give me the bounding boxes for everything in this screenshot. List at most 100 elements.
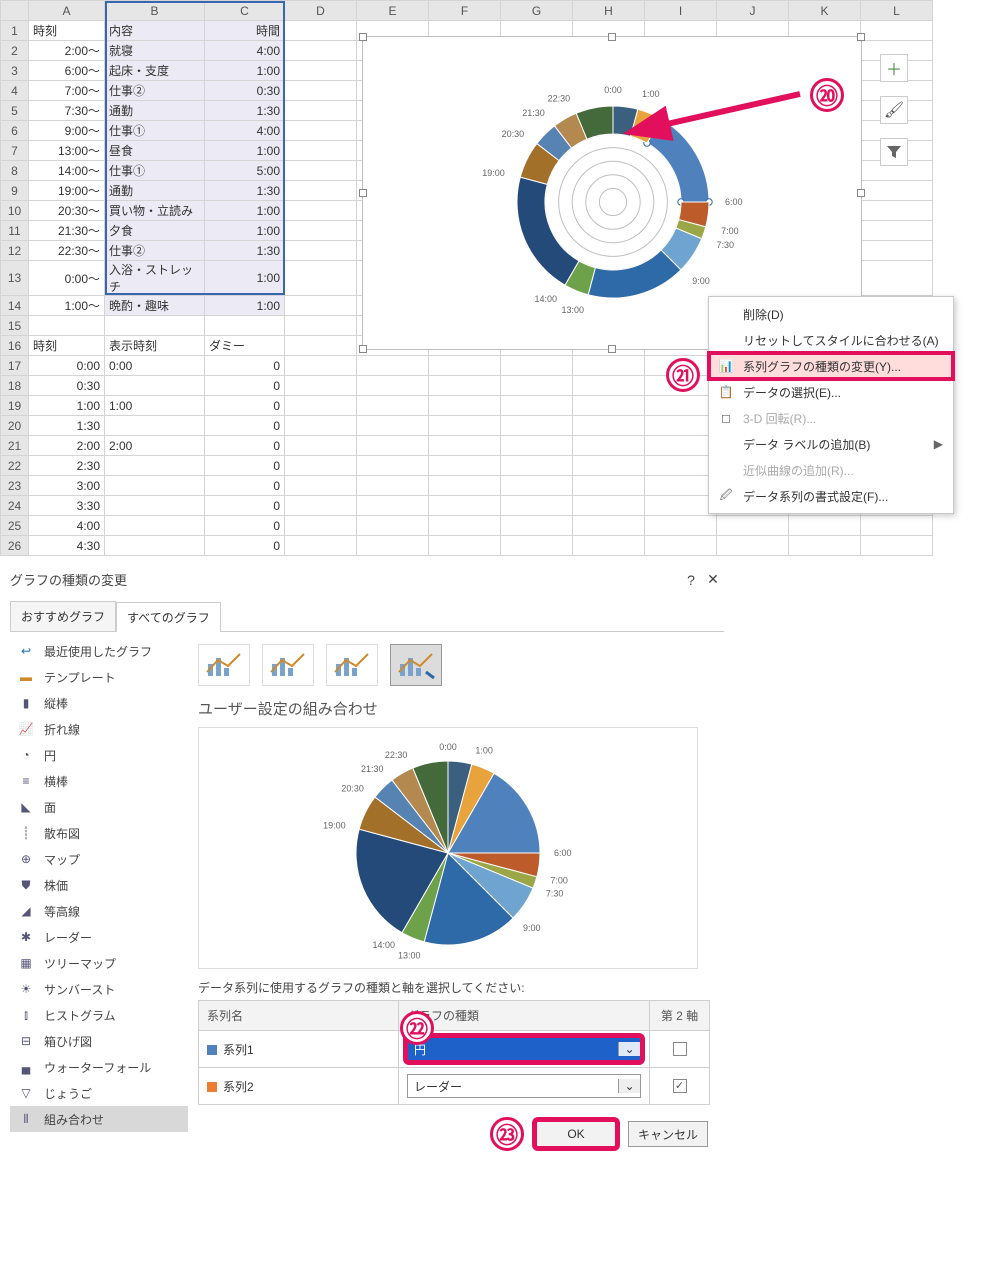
cell-G19[interactable] bbox=[501, 396, 573, 416]
cell-I21[interactable] bbox=[645, 436, 717, 456]
cell-B4[interactable]: 仕事② bbox=[105, 81, 205, 101]
chart-cat-最近使用したグラフ[interactable]: ↩最近使用したグラフ bbox=[10, 638, 188, 664]
ctx-デタラベルの追加B[interactable]: データ ラベルの追加(B)▶ bbox=[709, 431, 953, 457]
cell-C8[interactable]: 5:00 bbox=[205, 161, 285, 181]
cell-C21[interactable]: 0 bbox=[205, 436, 285, 456]
cell-E24[interactable] bbox=[357, 496, 429, 516]
cell-B3[interactable]: 起床・支度 bbox=[105, 61, 205, 81]
row-header[interactable]: 25 bbox=[1, 516, 29, 536]
cell-A20[interactable]: 1:30 bbox=[29, 416, 105, 436]
cell-L9[interactable] bbox=[861, 181, 933, 201]
cell-C1[interactable]: 時間 bbox=[205, 21, 285, 41]
chart-cat-ヒストグラム[interactable]: ⫾ヒストグラム bbox=[10, 1002, 188, 1028]
cell-L10[interactable] bbox=[861, 201, 933, 221]
col-header-I[interactable]: I bbox=[645, 1, 717, 21]
cell-B17[interactable]: 0:00 bbox=[105, 356, 205, 376]
cell-H25[interactable] bbox=[573, 516, 645, 536]
chart-subtype-1[interactable] bbox=[262, 644, 314, 686]
col-header-C[interactable]: C bbox=[205, 1, 285, 21]
row-header[interactable]: 14 bbox=[1, 296, 29, 316]
cell-D3[interactable] bbox=[285, 61, 357, 81]
cell-J26[interactable] bbox=[717, 536, 789, 556]
cell-C24[interactable]: 0 bbox=[205, 496, 285, 516]
cell-C14[interactable]: 1:00 bbox=[205, 296, 285, 316]
cell-A11[interactable]: 21:30～ bbox=[29, 221, 105, 241]
row-header[interactable]: 10 bbox=[1, 201, 29, 221]
cell-A15[interactable] bbox=[29, 316, 105, 336]
chart-add-button[interactable]: ＋ bbox=[880, 54, 908, 82]
cell-F17[interactable] bbox=[429, 356, 501, 376]
cell-B22[interactable] bbox=[105, 456, 205, 476]
cell-A5[interactable]: 7:30～ bbox=[29, 101, 105, 121]
cell-I25[interactable] bbox=[645, 516, 717, 536]
cell-L13[interactable] bbox=[861, 261, 933, 296]
cell-A9[interactable]: 19:00～ bbox=[29, 181, 105, 201]
cell-A18[interactable]: 0:30 bbox=[29, 376, 105, 396]
row-header[interactable]: 15 bbox=[1, 316, 29, 336]
cell-A8[interactable]: 14:00～ bbox=[29, 161, 105, 181]
series-axis2-1[interactable] bbox=[650, 1068, 710, 1105]
cell-D17[interactable] bbox=[285, 356, 357, 376]
cell-G25[interactable] bbox=[501, 516, 573, 536]
cell-D16[interactable] bbox=[285, 336, 357, 356]
chart-cat-箱ひげ図[interactable]: ⊟箱ひげ図 bbox=[10, 1028, 188, 1054]
cell-H23[interactable] bbox=[573, 476, 645, 496]
col-header-F[interactable]: F bbox=[429, 1, 501, 21]
cell-I22[interactable] bbox=[645, 456, 717, 476]
cell-B25[interactable] bbox=[105, 516, 205, 536]
cell-B24[interactable] bbox=[105, 496, 205, 516]
cell-C23[interactable]: 0 bbox=[205, 476, 285, 496]
col-header-B[interactable]: B bbox=[105, 1, 205, 21]
col-header-E[interactable]: E bbox=[357, 1, 429, 21]
cell-A10[interactable]: 20:30～ bbox=[29, 201, 105, 221]
cell-B12[interactable]: 仕事② bbox=[105, 241, 205, 261]
chart-cat-テンプレート[interactable]: ▬テンプレート bbox=[10, 664, 188, 690]
cell-A16[interactable]: 時刻 bbox=[29, 336, 105, 356]
chart-cat-株価[interactable]: ⛊株価 bbox=[10, 872, 188, 898]
chart-cat-円[interactable]: ◔円 bbox=[10, 742, 188, 768]
ctx-デタの選択E[interactable]: 📋データの選択(E)... bbox=[709, 379, 953, 405]
cell-D18[interactable] bbox=[285, 376, 357, 396]
col-header-L[interactable]: L bbox=[861, 1, 933, 21]
cell-C10[interactable]: 1:00 bbox=[205, 201, 285, 221]
ok-button[interactable]: OK bbox=[536, 1121, 616, 1147]
cell-F26[interactable] bbox=[429, 536, 501, 556]
cell-A24[interactable]: 3:30 bbox=[29, 496, 105, 516]
cell-A3[interactable]: 6:00～ bbox=[29, 61, 105, 81]
cell-H19[interactable] bbox=[573, 396, 645, 416]
cell-B2[interactable]: 就寝 bbox=[105, 41, 205, 61]
chart-cat-散布図[interactable]: ┊散布図 bbox=[10, 820, 188, 846]
series-type-combo-0[interactable]: 円⌄ bbox=[399, 1031, 650, 1068]
row-header[interactable]: 9 bbox=[1, 181, 29, 201]
row-header[interactable]: 19 bbox=[1, 396, 29, 416]
cell-D9[interactable] bbox=[285, 181, 357, 201]
row-header[interactable]: 3 bbox=[1, 61, 29, 81]
chart-cat-ウォーターフォール[interactable]: ▄ウォーターフォール bbox=[10, 1054, 188, 1080]
cell-A25[interactable]: 4:00 bbox=[29, 516, 105, 536]
cell-D11[interactable] bbox=[285, 221, 357, 241]
cell-E20[interactable] bbox=[357, 416, 429, 436]
ctx-系列グラフの種類の変[interactable]: 📊系列グラフの種類の変更(Y)... bbox=[709, 353, 953, 379]
cell-C20[interactable]: 0 bbox=[205, 416, 285, 436]
row-header[interactable]: 26 bbox=[1, 536, 29, 556]
row-header[interactable]: 1 bbox=[1, 21, 29, 41]
cell-D19[interactable] bbox=[285, 396, 357, 416]
cell-D12[interactable] bbox=[285, 241, 357, 261]
cell-I20[interactable] bbox=[645, 416, 717, 436]
chart-cat-折れ線[interactable]: 📈折れ線 bbox=[10, 716, 188, 742]
cell-B7[interactable]: 昼食 bbox=[105, 141, 205, 161]
cell-E21[interactable] bbox=[357, 436, 429, 456]
chart-cat-ツリーマップ[interactable]: ▦ツリーマップ bbox=[10, 950, 188, 976]
cell-D26[interactable] bbox=[285, 536, 357, 556]
cell-C12[interactable]: 1:30 bbox=[205, 241, 285, 261]
cell-A19[interactable]: 1:00 bbox=[29, 396, 105, 416]
cancel-button[interactable]: キャンセル bbox=[628, 1121, 708, 1147]
row-header[interactable]: 4 bbox=[1, 81, 29, 101]
cell-C9[interactable]: 1:30 bbox=[205, 181, 285, 201]
chart-cat-面[interactable]: ◣面 bbox=[10, 794, 188, 820]
row-header[interactable]: 7 bbox=[1, 141, 29, 161]
cell-L11[interactable] bbox=[861, 221, 933, 241]
cell-C16[interactable]: ダミー bbox=[205, 336, 285, 356]
dialog-close-button[interactable]: ✕ bbox=[702, 571, 724, 588]
cell-H21[interactable] bbox=[573, 436, 645, 456]
